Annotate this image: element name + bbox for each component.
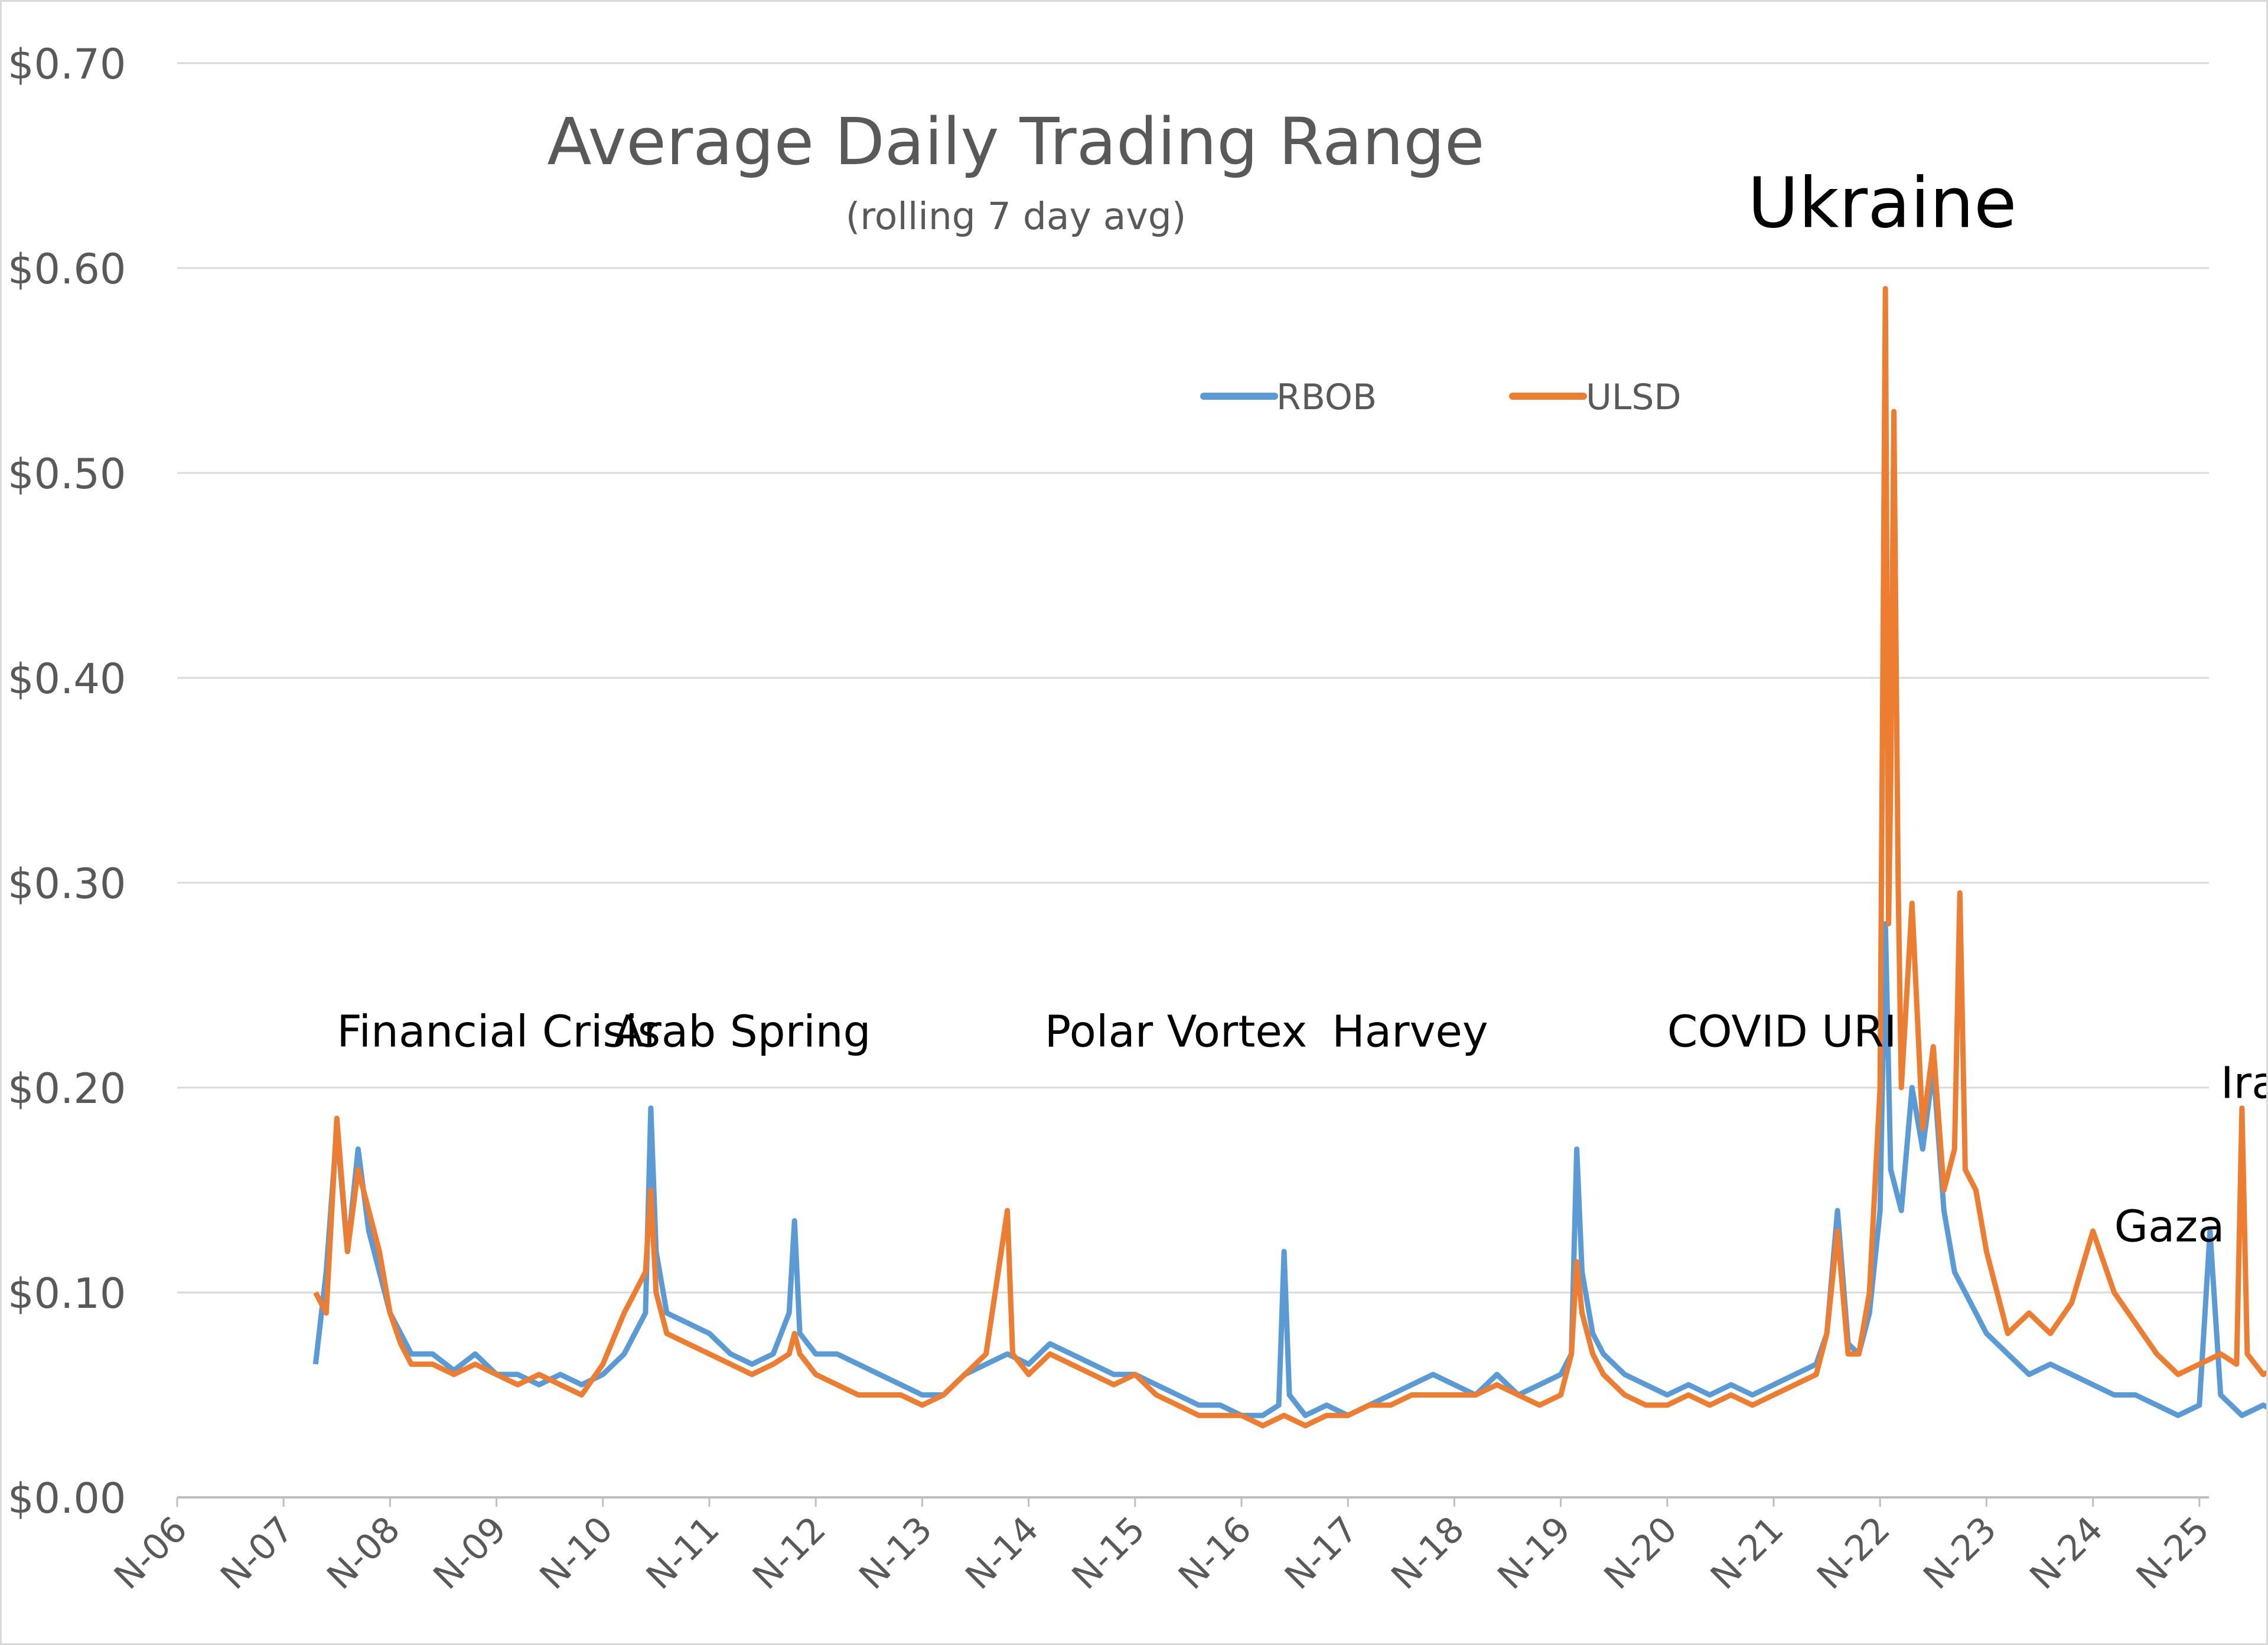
y-tick-label: $0.40 [8, 655, 126, 703]
annotation-financial-crisis: Financial Crisis [337, 1007, 660, 1058]
grid-lines [177, 62, 2209, 1499]
x-tick-label: N-08 [319, 1509, 408, 1598]
y-tick-label: $0.10 [8, 1269, 126, 1318]
x-tick-label: N-12 [745, 1509, 834, 1598]
legend-label-rbob: RBOB [1276, 377, 1377, 418]
legend: RBOB ULSD [1200, 377, 1682, 418]
series-line-rbob [312, 921, 2266, 1418]
annotation-ukraine: Ukraine [1748, 162, 2017, 244]
x-tick-label: N-25 [2129, 1509, 2218, 1598]
legend-label-ulsd: ULSD [1586, 377, 1682, 418]
y-axis-ticks: $0.00 $0.10 $0.20 $0.30 $0.40 $0.50 $0.60 $0.70 [8, 40, 126, 1523]
x-tick-label: N-07 [213, 1509, 302, 1598]
x-tick-label: N-17 [1277, 1509, 1366, 1598]
y-tick-label: $0.70 [8, 40, 126, 89]
x-tick-label: N-13 [851, 1509, 940, 1598]
annotation-uri: URI [1821, 1007, 1896, 1058]
series-lines [312, 286, 2266, 1429]
x-tick-label: N-18 [1383, 1509, 1472, 1598]
series-line-ulsd [313, 286, 2266, 1429]
x-tick-label: N-19 [1490, 1509, 1579, 1598]
x-tick-label: N-11 [638, 1509, 728, 1598]
y-tick-label: $0.50 [8, 450, 126, 498]
annotation-covid: COVID [1667, 1007, 1808, 1058]
x-tick-label: N-14 [958, 1509, 1047, 1598]
y-tick-label: $0.60 [8, 245, 126, 293]
annotation-arab-spring: Arab Spring [614, 1007, 871, 1058]
annotation-gaza: Gaza [2114, 1201, 2225, 1252]
x-tick-label: N-10 [532, 1509, 621, 1598]
x-tick-label: N-24 [2022, 1509, 2111, 1598]
y-tick-label: $0.00 [8, 1474, 126, 1523]
y-tick-label: $0.20 [8, 1065, 126, 1113]
x-tick-label: N-16 [1171, 1509, 1260, 1598]
x-tick-label: N-21 [1703, 1509, 1792, 1598]
y-tick-label: $0.30 [8, 860, 126, 908]
annotation-polar-vortex: Polar Vortex [1045, 1007, 1308, 1058]
annotation-iran: Iran [2221, 1058, 2266, 1108]
x-tick-label: N-09 [426, 1509, 515, 1598]
x-tick-label: N-20 [1596, 1509, 1686, 1598]
x-tick-label: N-23 [1915, 1509, 2005, 1598]
chart-title: Average Daily Trading Range [547, 104, 1484, 179]
x-tick-label: N-15 [1064, 1509, 1153, 1598]
x-tick-label: N-22 [1809, 1509, 1898, 1598]
annotation-harvey: Harvey [1332, 1007, 1488, 1058]
x-axis-ticks: N-06 N-07 N-08 N-09 N-10 N-11 N-12 N-13 N-14 N-15… [106, 1497, 2217, 1598]
chart-subtitle: (rolling 7 day avg) [846, 195, 1187, 238]
